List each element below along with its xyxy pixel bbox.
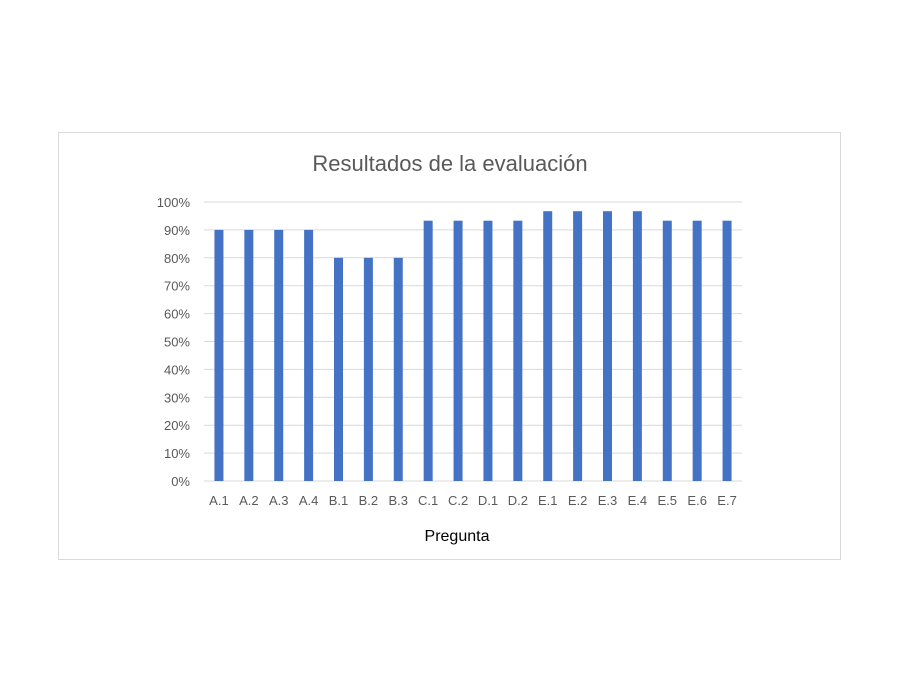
y-tick-label: 40%	[164, 362, 190, 377]
x-tick-label: A.3	[269, 493, 289, 508]
y-tick-label: 30%	[164, 390, 190, 405]
x-tick-label: E.2	[568, 493, 588, 508]
x-tick-label: A.2	[239, 493, 259, 508]
bar-b-2	[363, 257, 373, 481]
bar-b-3	[393, 257, 403, 481]
x-tick-label: E.6	[687, 493, 707, 508]
chart-title: Resultados de la evaluación	[312, 151, 587, 176]
y-tick-label: 20%	[164, 418, 190, 433]
x-axis-tick-labels: A.1 A.2 A.3 A.4 B.1 B.2 B.3 C.1 C.2 D.1 D.2 E.1 E.2 E…	[209, 493, 737, 508]
y-axis-tick-labels: 0% 10% 20% 30% 40% 50% 60% 70% 80% 90% 100%	[157, 195, 191, 489]
bar-d-1	[483, 220, 493, 481]
bar-c-1	[423, 220, 433, 481]
x-tick-label: E.7	[717, 493, 737, 508]
bars	[214, 211, 732, 481]
bar-e-5	[662, 220, 672, 481]
x-tick-label: C.2	[448, 493, 468, 508]
x-tick-label: E.1	[538, 493, 558, 508]
bar-e-7	[722, 220, 732, 481]
x-tick-label: A.1	[209, 493, 229, 508]
y-tick-label: 10%	[164, 446, 190, 461]
y-tick-label: 50%	[164, 335, 190, 350]
bar-d-2	[513, 220, 523, 481]
x-tick-label: A.4	[299, 493, 319, 508]
y-tick-label: 80%	[164, 251, 190, 266]
bar-a-3	[274, 229, 284, 481]
bar-e-6	[692, 220, 702, 481]
y-tick-label: 70%	[164, 279, 190, 294]
x-axis-label: Pregunta	[425, 528, 490, 545]
x-tick-label: C.1	[418, 493, 438, 508]
x-tick-label: E.3	[598, 493, 618, 508]
chart-frame	[58, 132, 841, 560]
bar-e-1	[543, 211, 553, 481]
gridlines	[204, 201, 742, 482]
x-tick-label: D.1	[478, 493, 498, 508]
y-tick-label: 100%	[157, 195, 191, 210]
x-tick-label: E.5	[658, 493, 678, 508]
x-tick-label: E.4	[628, 493, 648, 508]
bar-a-4	[304, 229, 314, 481]
x-tick-label: B.2	[359, 493, 379, 508]
bar-c-2	[453, 220, 463, 481]
y-tick-label: 60%	[164, 307, 190, 322]
x-tick-label: D.2	[508, 493, 528, 508]
bar-b-1	[334, 257, 343, 481]
bar-e-2	[573, 211, 583, 481]
x-tick-label: B.1	[329, 493, 349, 508]
y-tick-label: 90%	[164, 223, 190, 238]
x-tick-label: B.3	[389, 493, 409, 508]
bar-a-2	[244, 229, 254, 481]
bar-e-4	[632, 211, 642, 481]
bar-e-3	[603, 211, 612, 481]
y-tick-label: 0%	[171, 474, 190, 489]
bar-a-1	[214, 229, 224, 481]
